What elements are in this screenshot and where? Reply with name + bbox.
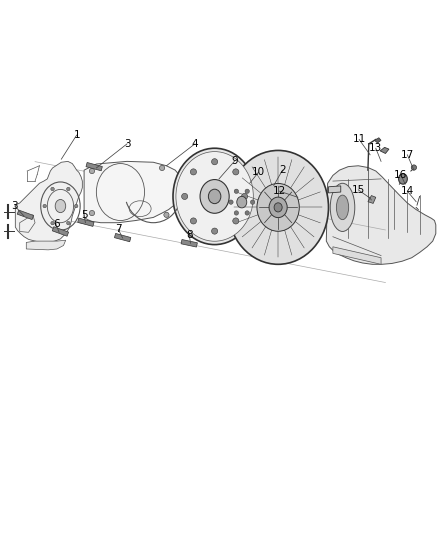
- Text: 6: 6: [53, 220, 60, 229]
- Circle shape: [74, 204, 78, 208]
- Polygon shape: [86, 163, 102, 171]
- Polygon shape: [368, 196, 376, 204]
- Ellipse shape: [336, 195, 349, 220]
- Text: 15: 15: [352, 185, 365, 195]
- Ellipse shape: [269, 197, 287, 217]
- Polygon shape: [374, 138, 381, 143]
- Circle shape: [51, 221, 54, 225]
- Text: 8: 8: [186, 230, 193, 240]
- Polygon shape: [17, 210, 34, 220]
- Text: 9: 9: [231, 156, 238, 166]
- Text: 3: 3: [11, 201, 18, 211]
- Text: 3: 3: [124, 139, 131, 149]
- Ellipse shape: [173, 148, 256, 245]
- Text: 5: 5: [81, 210, 88, 220]
- Ellipse shape: [257, 183, 299, 231]
- Polygon shape: [52, 227, 69, 236]
- Ellipse shape: [225, 183, 258, 221]
- Circle shape: [245, 189, 249, 193]
- Circle shape: [43, 204, 46, 208]
- Text: 2: 2: [279, 165, 286, 175]
- Text: 4: 4: [191, 139, 198, 149]
- Circle shape: [233, 169, 239, 175]
- Polygon shape: [181, 239, 198, 247]
- Polygon shape: [328, 186, 341, 193]
- Text: 16: 16: [394, 169, 407, 180]
- Text: 7: 7: [115, 224, 122, 235]
- Circle shape: [89, 211, 95, 216]
- Polygon shape: [114, 233, 131, 242]
- Circle shape: [51, 187, 54, 191]
- Circle shape: [411, 165, 417, 170]
- Ellipse shape: [274, 203, 282, 212]
- Circle shape: [241, 193, 247, 199]
- Circle shape: [89, 168, 95, 174]
- Text: 11: 11: [353, 134, 366, 144]
- Circle shape: [233, 218, 239, 224]
- Polygon shape: [84, 161, 183, 223]
- Circle shape: [159, 165, 165, 171]
- Text: 12: 12: [273, 186, 286, 196]
- Circle shape: [234, 211, 239, 215]
- Polygon shape: [333, 247, 381, 264]
- Text: 14: 14: [401, 186, 414, 196]
- Polygon shape: [380, 147, 389, 154]
- Ellipse shape: [200, 180, 229, 213]
- Circle shape: [229, 200, 233, 204]
- Polygon shape: [15, 161, 82, 243]
- Text: 13: 13: [369, 143, 382, 154]
- Polygon shape: [326, 166, 436, 264]
- Text: 17: 17: [401, 150, 414, 160]
- Circle shape: [164, 212, 169, 217]
- Circle shape: [67, 221, 70, 225]
- Circle shape: [212, 159, 218, 165]
- Polygon shape: [26, 240, 66, 250]
- Ellipse shape: [208, 189, 221, 204]
- Ellipse shape: [330, 183, 355, 231]
- Circle shape: [245, 211, 249, 215]
- Circle shape: [212, 228, 218, 234]
- Ellipse shape: [399, 174, 407, 184]
- Ellipse shape: [55, 199, 66, 213]
- Circle shape: [251, 200, 255, 204]
- Circle shape: [191, 169, 197, 175]
- Ellipse shape: [228, 150, 328, 264]
- Ellipse shape: [176, 151, 253, 241]
- Circle shape: [191, 218, 197, 224]
- Text: 10: 10: [252, 167, 265, 177]
- Ellipse shape: [237, 196, 247, 208]
- Circle shape: [182, 193, 188, 199]
- Circle shape: [67, 187, 70, 191]
- Circle shape: [234, 189, 239, 193]
- Polygon shape: [78, 218, 94, 227]
- Text: 1: 1: [73, 130, 80, 140]
